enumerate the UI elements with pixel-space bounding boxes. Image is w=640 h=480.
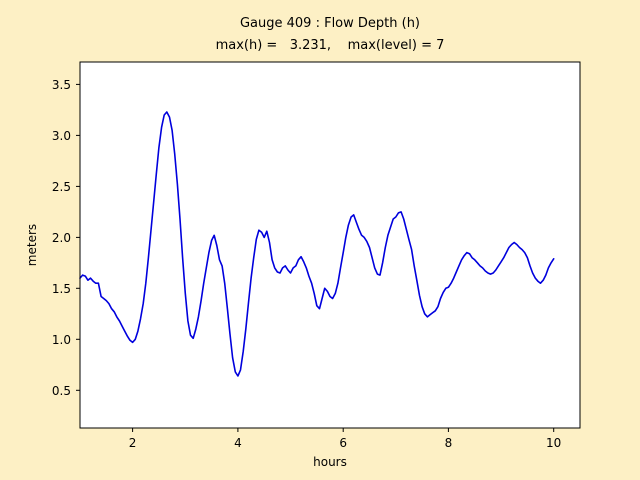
y-tick-label: 2.0 [52, 231, 71, 245]
x-tick-label: 10 [546, 436, 561, 450]
chart-subtitle: max(h) = 3.231, max(level) = 7 [216, 38, 445, 53]
y-tick-label: 1.5 [52, 282, 71, 296]
x-tick-label: 8 [445, 436, 453, 450]
axes-border [79, 61, 581, 429]
y-tick-label: 0.5 [52, 384, 71, 398]
flow-depth-line [79, 111, 555, 377]
x-tick-label: 2 [129, 436, 137, 450]
chart-title: Gauge 409 : Flow Depth (h) [240, 16, 420, 31]
y-tick-label: 3.0 [52, 129, 71, 143]
y-tick-label: 1.0 [52, 333, 71, 347]
plot-area [80, 62, 580, 428]
x-tick-label: 4 [234, 436, 242, 450]
y-tick-label: 2.5 [52, 180, 71, 194]
x-tick-label: 6 [339, 436, 347, 450]
y-axis-label: meters [25, 224, 39, 266]
y-tick-label: 3.5 [52, 78, 71, 92]
x-axis-label: hours [313, 455, 347, 469]
axis-ticks: 2 4 6 8 10 0.5 1.0 1.5 2.0 2.5 3.0 3.5 [52, 78, 561, 450]
